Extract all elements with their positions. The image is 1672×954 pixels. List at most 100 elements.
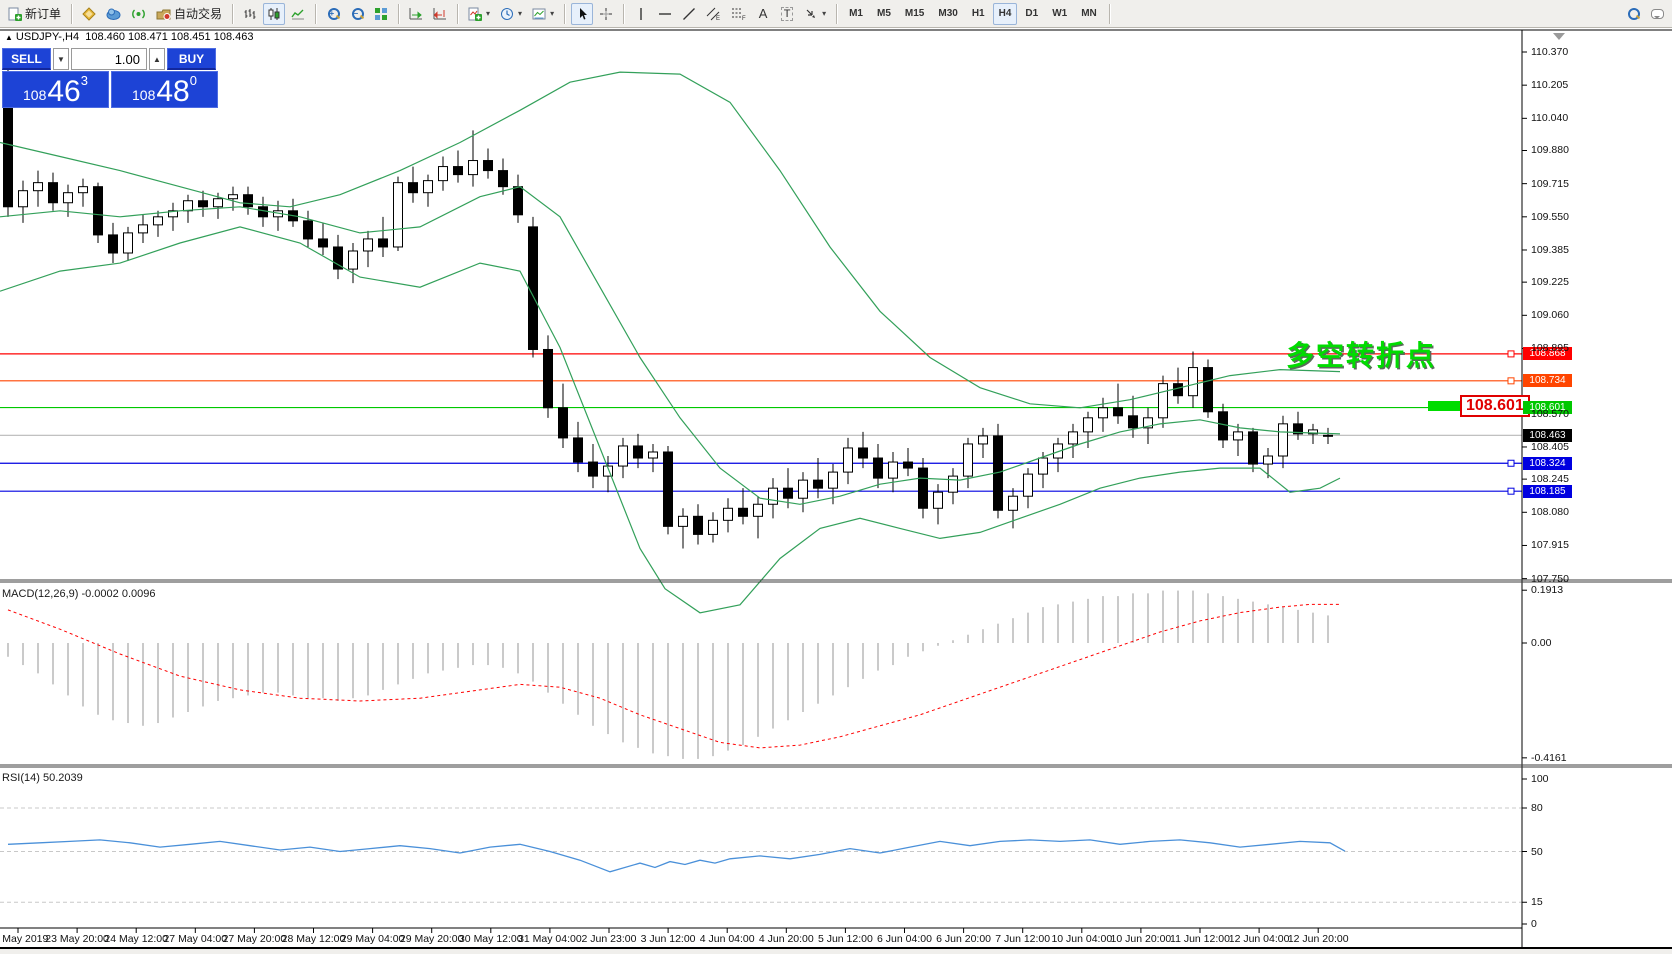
- candle-body: [348, 250, 358, 270]
- candle-body: [1083, 417, 1093, 433]
- one-click-trading-panel: SELL ▼ 1.00 ▲ BUY 108 46 3 108 48 0: [2, 48, 218, 108]
- hline-handle[interactable]: [1507, 487, 1515, 495]
- signals-button[interactable]: [127, 3, 150, 25]
- tile-windows-icon: [375, 7, 388, 20]
- bar-chart-button[interactable]: [239, 3, 261, 25]
- candle-body: [468, 160, 478, 176]
- price-axis-label: 108.570: [1531, 407, 1569, 420]
- price-callout-label[interactable]: 108.601: [1460, 395, 1530, 417]
- candle-body: [183, 200, 193, 212]
- timeframe-H1[interactable]: H1: [971, 8, 985, 19]
- volume-down-button[interactable]: ▼: [53, 48, 69, 70]
- candle-body: [933, 491, 943, 509]
- candle-body: [1038, 457, 1048, 475]
- signals-icon: [132, 8, 145, 19]
- macd-label: MACD(12,26,9) -0.0002 0.0096: [2, 588, 156, 600]
- price-axis-label: 107.750: [1531, 572, 1569, 585]
- text-tool-button[interactable]: A: [752, 3, 774, 25]
- rsi-axis-label: 0: [1531, 918, 1537, 930]
- sell-price[interactable]: 108 46 3: [2, 71, 109, 108]
- bollinger-middle-band: [0, 186, 1341, 505]
- separator: [398, 3, 400, 24]
- timeframe-M15[interactable]: M15: [904, 8, 925, 19]
- candle-body: [768, 487, 778, 505]
- label-tool-button[interactable]: T: [776, 3, 798, 25]
- timeframe-M5[interactable]: M5: [877, 8, 891, 19]
- separator: [232, 3, 234, 24]
- buy-button[interactable]: BUY: [167, 48, 216, 70]
- timeframe-H4[interactable]: H4: [992, 2, 1018, 25]
- hline-handle[interactable]: [1507, 377, 1515, 385]
- separator: [457, 3, 459, 24]
- candle-body: [543, 348, 553, 409]
- timeframe-M1[interactable]: M1: [849, 8, 863, 19]
- price-marker-rect[interactable]: [1428, 401, 1460, 411]
- horizontal-line-tool-button[interactable]: [654, 3, 676, 25]
- chart-shift-marker-icon[interactable]: [1553, 33, 1565, 40]
- price-axis-label: 107.915: [1531, 539, 1569, 552]
- equidistant-channel-tool-button[interactable]: E: [702, 3, 725, 25]
- crosshair-icon: [600, 7, 613, 20]
- timeframe-M30[interactable]: M30: [938, 8, 958, 19]
- volume-input[interactable]: 1.00: [71, 48, 147, 70]
- line-chart-button[interactable]: [287, 3, 309, 25]
- candle-body: [168, 210, 178, 218]
- zoom-in-icon: +: [327, 8, 340, 20]
- candle-body: [903, 461, 913, 469]
- periods-button[interactable]: ▾: [496, 3, 526, 25]
- candle-body: [858, 447, 868, 459]
- candle-body: [1233, 431, 1243, 441]
- sell-button[interactable]: SELL: [2, 48, 51, 70]
- chat-button[interactable]: [1646, 3, 1668, 25]
- rsi-label: RSI(14) 50.2039: [2, 772, 83, 784]
- arrows-tool-button[interactable]: ▾: [800, 3, 830, 25]
- collapse-triangle-icon[interactable]: ▲: [5, 33, 13, 42]
- timeframe-W1[interactable]: W1: [1052, 8, 1068, 19]
- candle-body: [453, 166, 463, 176]
- vertical-line-tool-button[interactable]: [630, 3, 652, 25]
- candlestick-chart-button[interactable]: [263, 2, 286, 25]
- hline-handle[interactable]: [1507, 459, 1515, 467]
- zoom-in-button[interactable]: +: [322, 3, 344, 25]
- candle-body: [1173, 383, 1183, 397]
- macd-signal-line: [7, 603, 1340, 749]
- volume-up-button[interactable]: ▲: [149, 48, 165, 70]
- price-axis-flag-108.324: 108.324: [1523, 456, 1572, 470]
- toolbar: 新订单 自动交易 + −: [0, 0, 1672, 28]
- candle-body: [783, 487, 793, 499]
- candle-body: [153, 216, 163, 226]
- new-order-button[interactable]: 新订单: [4, 3, 65, 25]
- search-button[interactable]: [1622, 3, 1644, 25]
- timeframe-MN[interactable]: MN: [1081, 8, 1097, 19]
- fibonacci-tool-button[interactable]: F: [727, 3, 750, 25]
- timeframe-D1[interactable]: D1: [1025, 8, 1039, 19]
- mql5-community-button[interactable]: [102, 3, 125, 25]
- auto-scroll-button[interactable]: [405, 3, 427, 25]
- zoom-out-button[interactable]: −: [346, 3, 368, 25]
- autotrading-button[interactable]: 自动交易: [152, 3, 226, 25]
- tile-windows-button[interactable]: [370, 3, 392, 25]
- metaeditor-button[interactable]: [78, 3, 100, 25]
- buy-price[interactable]: 108 48 0: [111, 71, 218, 108]
- candle-body: [333, 246, 343, 270]
- candle-body: [78, 186, 88, 194]
- candle-body: [678, 515, 688, 527]
- templates-button[interactable]: ▾: [528, 3, 558, 25]
- candlestick-chart-icon: [268, 7, 280, 20]
- date-axis-label: 27 May 20:00: [222, 933, 287, 945]
- new-order-icon: [8, 7, 22, 21]
- crosshair-tool-button[interactable]: [595, 3, 617, 25]
- candle-body: [558, 407, 568, 439]
- candle-body: [48, 182, 58, 204]
- fibonacci-icon: F: [732, 8, 746, 21]
- trendline-tool-button[interactable]: [678, 3, 700, 25]
- hline-handle[interactable]: [1507, 350, 1515, 358]
- candle-body: [798, 479, 808, 499]
- cursor-tool-button[interactable]: [571, 2, 594, 25]
- chart-shift-button[interactable]: [429, 3, 451, 25]
- indicators-button[interactable]: ▾: [464, 3, 494, 25]
- date-axis-label: 31 May 04:00: [518, 933, 582, 945]
- cursor-icon: [579, 7, 587, 19]
- annotation-text[interactable]: 多空转折点: [1286, 340, 1437, 371]
